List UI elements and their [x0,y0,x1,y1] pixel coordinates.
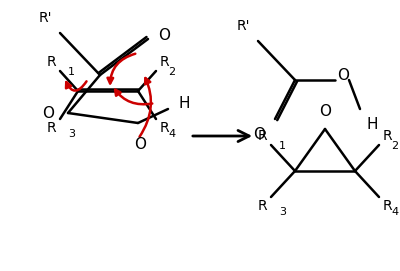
FancyArrowPatch shape [115,90,152,104]
Text: H: H [178,95,190,111]
Text: O: O [253,127,265,142]
Text: 3: 3 [68,129,75,139]
Text: R: R [46,121,56,135]
FancyArrowPatch shape [108,54,135,83]
Text: R: R [46,55,56,69]
Text: O: O [337,69,349,83]
Text: 1: 1 [279,141,286,151]
Text: R': R' [236,19,250,33]
Text: R: R [257,129,267,143]
Text: R: R [257,199,267,213]
Text: 2: 2 [391,141,398,151]
Text: 1: 1 [68,67,75,77]
Text: O: O [42,105,54,121]
Text: O: O [158,27,170,43]
Text: 3: 3 [279,207,286,217]
Text: H: H [366,117,378,132]
Text: R': R' [38,11,52,25]
FancyArrowPatch shape [140,78,151,137]
Text: R: R [383,129,393,143]
Text: R: R [160,121,170,135]
Text: R: R [160,55,170,69]
Text: O: O [319,104,331,119]
FancyArrowPatch shape [66,81,86,91]
Text: R: R [383,199,393,213]
Text: 4: 4 [168,129,175,139]
Text: 2: 2 [168,67,175,77]
Text: O: O [134,137,146,152]
Text: 4: 4 [391,207,398,217]
